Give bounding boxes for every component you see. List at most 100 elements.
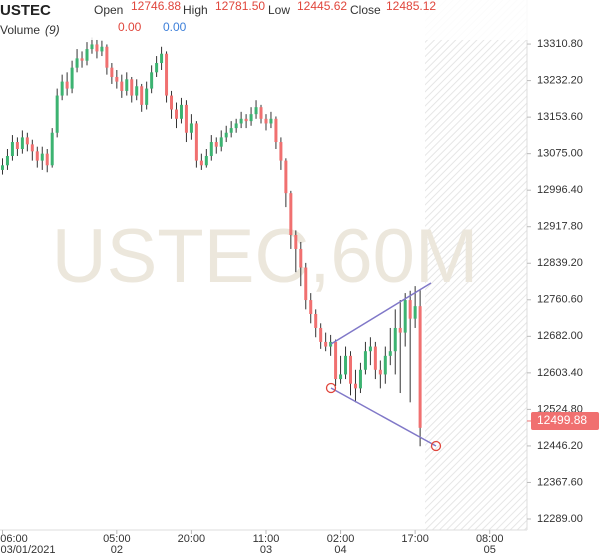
candle-body xyxy=(229,128,233,133)
candle-body xyxy=(214,142,218,147)
candle-body xyxy=(319,327,323,342)
candle-body xyxy=(358,369,362,389)
y-tick-label: 13075.00 xyxy=(537,148,583,160)
candle-body xyxy=(403,300,407,333)
high-value: 12781.50 xyxy=(215,0,265,13)
candle-body xyxy=(100,46,104,52)
candle-body xyxy=(378,369,382,375)
candle-body xyxy=(174,109,178,119)
open-label: Open xyxy=(94,3,123,17)
candle-body xyxy=(413,306,417,319)
y-tick-label: 12839.20 xyxy=(537,257,583,269)
candle-body xyxy=(125,79,129,91)
candle-body xyxy=(408,300,412,319)
candle-body xyxy=(90,44,94,50)
candle-body xyxy=(30,144,34,152)
anchor-point xyxy=(430,440,442,452)
candle-body xyxy=(254,107,258,115)
x-tick-label: 02:00 xyxy=(327,533,355,545)
candle-body xyxy=(135,86,139,96)
candle-body xyxy=(314,314,318,328)
candle-body xyxy=(150,72,154,89)
y-tick-label: 12760.60 xyxy=(537,294,583,306)
candle-body xyxy=(418,306,422,428)
candle-body xyxy=(115,76,119,82)
candle-body xyxy=(105,46,109,68)
low-value: 12445.62 xyxy=(297,0,347,13)
close-label: Close xyxy=(350,3,381,17)
volume-label: Volume xyxy=(0,23,40,37)
candle-body xyxy=(363,351,367,370)
current-price-label: 12499.88 xyxy=(537,413,587,427)
candle-body xyxy=(383,355,387,375)
y-tick-label: 12603.40 xyxy=(537,367,583,379)
candle-body xyxy=(165,53,169,96)
candle-body xyxy=(289,193,293,235)
x-tick-label: 06:00 xyxy=(0,533,28,545)
candle-body xyxy=(299,248,303,268)
candle-body xyxy=(334,341,338,380)
candle-body xyxy=(294,234,298,249)
candle-body xyxy=(304,267,308,301)
candle-body xyxy=(55,95,59,133)
candle-body xyxy=(15,142,19,150)
candle-body xyxy=(324,341,328,347)
y-tick-label: 12446.20 xyxy=(537,440,583,452)
candle-body xyxy=(170,95,174,110)
x-tick-label: 17:00 xyxy=(401,533,429,545)
candle-body xyxy=(179,104,183,119)
candle-body xyxy=(388,351,392,356)
candle-body xyxy=(329,341,333,347)
volume-value: 0.00 xyxy=(163,20,187,34)
candle-body xyxy=(194,123,198,161)
y-tick-label: 13310.80 xyxy=(537,38,583,50)
future-area xyxy=(425,0,527,530)
candle-body xyxy=(45,153,49,166)
candle-body xyxy=(204,155,208,166)
candle-body xyxy=(110,67,114,77)
candle-body xyxy=(160,53,164,64)
candle-body xyxy=(120,81,124,91)
low-label: Low xyxy=(268,3,290,17)
candle-body xyxy=(398,327,402,333)
y-tick-label: 12367.60 xyxy=(537,476,583,488)
candle-body xyxy=(189,123,193,133)
header-bg xyxy=(0,0,599,40)
candle-body xyxy=(184,104,188,133)
candle-body xyxy=(130,79,134,96)
y-tick-label: 12289.00 xyxy=(537,513,583,525)
candle-body xyxy=(259,107,263,119)
candle-body xyxy=(368,346,372,352)
candle-body xyxy=(80,58,84,61)
candle-body xyxy=(269,118,273,124)
open-value: 12746.88 xyxy=(131,0,181,13)
candle-body xyxy=(140,86,144,105)
candle-body xyxy=(279,142,283,161)
x-tick-label: 08:00 xyxy=(476,533,504,545)
candle-body xyxy=(5,155,9,166)
close-value: 12485.12 xyxy=(386,0,436,13)
high-label: High xyxy=(183,3,208,17)
candle-body xyxy=(249,114,253,122)
x-tick-label: 11:00 xyxy=(253,533,280,545)
candle-body xyxy=(85,49,89,61)
candle-body xyxy=(393,327,397,352)
candle-body xyxy=(224,132,228,138)
candle-body xyxy=(239,118,243,124)
trend-line-lower xyxy=(330,387,437,447)
candle-body xyxy=(373,346,377,370)
trend-line-upper xyxy=(330,282,432,345)
candle-body xyxy=(353,383,357,389)
candle-body xyxy=(25,137,29,145)
candle-body xyxy=(60,81,64,96)
anchor-point xyxy=(325,382,337,394)
candle-body xyxy=(274,118,278,143)
volume-value: 0.00 xyxy=(118,20,142,34)
x-date-label: 02 xyxy=(111,544,123,556)
x-tick-label: 20:00 xyxy=(178,533,206,545)
candle-body xyxy=(50,132,54,166)
candle-body xyxy=(234,123,238,129)
candle-body xyxy=(209,142,213,156)
candle-body xyxy=(95,44,99,52)
